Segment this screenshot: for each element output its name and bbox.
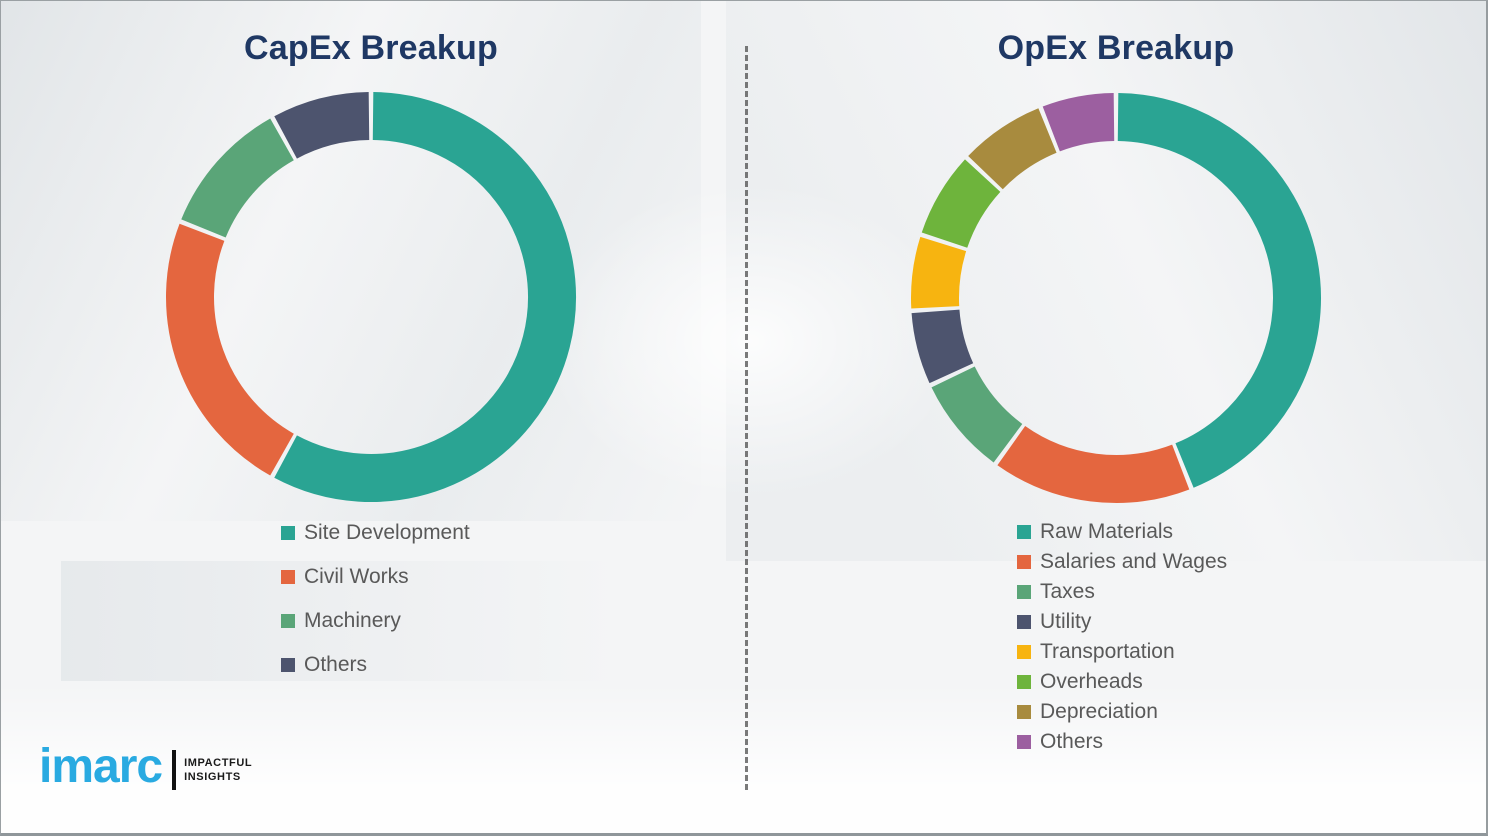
legend-swatch-site-development bbox=[281, 526, 295, 540]
legend-label-raw-materials: Raw Materials bbox=[1040, 520, 1174, 543]
donut-slice-overheads bbox=[921, 159, 1001, 249]
donut-slice-raw-materials bbox=[1117, 93, 1321, 488]
legend-swatch-others bbox=[1017, 735, 1031, 749]
legend-swatch-transportation bbox=[1017, 645, 1031, 659]
logo-divider-bar bbox=[172, 750, 177, 790]
donut-slice-others bbox=[274, 92, 370, 159]
imarc-logo-tagline: IMPACTFUL INSIGHTS bbox=[184, 756, 252, 784]
legend-label-depreciation: Depreciation bbox=[1040, 700, 1158, 723]
legend-swatch-raw-materials bbox=[1017, 525, 1031, 539]
legend-swatch-overheads bbox=[1017, 675, 1031, 689]
legend-swatch-utility bbox=[1017, 615, 1031, 629]
donut-slice-utility bbox=[911, 308, 974, 384]
legend-swatch-others bbox=[281, 658, 295, 672]
donut-slice-taxes bbox=[931, 365, 1023, 463]
legend-label-overheads: Overheads bbox=[1040, 670, 1143, 693]
opex-chart-title: OpEx Breakup bbox=[997, 29, 1235, 67]
legend-label-taxes: Taxes bbox=[1040, 580, 1095, 603]
donut-slice-machinery bbox=[181, 118, 295, 239]
legend-swatch-taxes bbox=[1017, 585, 1031, 599]
legend-item-overheads: Overheads bbox=[1017, 667, 1227, 697]
tagline-line-1: IMPACTFUL bbox=[184, 757, 253, 769]
opex-donut-chart bbox=[911, 93, 1321, 503]
legend-item-site-development: Site Development bbox=[281, 511, 470, 555]
opex-legend: Raw Materials Salaries and Wages Taxes Util… bbox=[1017, 517, 1227, 757]
legend-item-taxes: Taxes bbox=[1017, 577, 1227, 607]
legend-label-machinery: Machinery bbox=[304, 609, 401, 632]
legend-swatch-civil-works bbox=[281, 570, 295, 584]
legend-item-others: Others bbox=[281, 643, 470, 687]
tagline-line-2: INSIGHTS bbox=[184, 771, 241, 783]
legend-label-transportation: Transportation bbox=[1040, 640, 1175, 663]
donut-slice-civil-works bbox=[166, 223, 295, 476]
donut-slice-others bbox=[1042, 93, 1115, 152]
capex-chart-title: CapEx Breakup bbox=[244, 29, 498, 67]
legend-label-civil-works: Civil Works bbox=[304, 565, 409, 588]
legend-item-utility: Utility bbox=[1017, 607, 1227, 637]
imarc-logo: imarc IMPACTFUL INSIGHTS bbox=[39, 741, 252, 793]
legend-label-others: Others bbox=[1040, 730, 1104, 753]
legend-label-utility: Utility bbox=[1040, 610, 1092, 633]
legend-item-salaries-and-wages: Salaries and Wages bbox=[1017, 547, 1227, 577]
legend-label-site-development: Site Development bbox=[304, 521, 470, 544]
legend-swatch-machinery bbox=[281, 614, 295, 628]
legend-item-raw-materials: Raw Materials bbox=[1017, 517, 1227, 547]
donut-slice-salaries-and-wages bbox=[997, 425, 1190, 503]
legend-item-civil-works: Civil Works bbox=[281, 555, 470, 599]
legend-item-transportation: Transportation bbox=[1017, 637, 1227, 667]
legend-label-salaries-and-wages: Salaries and Wages bbox=[1040, 550, 1228, 573]
legend-item-machinery: Machinery bbox=[281, 599, 470, 643]
donut-slice-transportation bbox=[911, 236, 967, 309]
donut-slice-site-development bbox=[274, 92, 576, 502]
legend-swatch-salaries-and-wages bbox=[1017, 555, 1031, 569]
donut-slice-depreciation bbox=[968, 108, 1058, 190]
legend-swatch-depreciation bbox=[1017, 705, 1031, 719]
vertical-dashed-divider bbox=[745, 46, 748, 790]
legend-item-depreciation: Depreciation bbox=[1017, 697, 1227, 727]
capex-legend: Site Development Civil Works Machinery Othe… bbox=[281, 511, 470, 687]
legend-label-others: Others bbox=[304, 653, 368, 676]
legend-item-others: Others bbox=[1017, 727, 1227, 757]
imarc-logo-wordmark: imarc bbox=[39, 740, 163, 793]
background-texture bbox=[541, 181, 961, 501]
capex-donut-chart bbox=[166, 92, 576, 502]
